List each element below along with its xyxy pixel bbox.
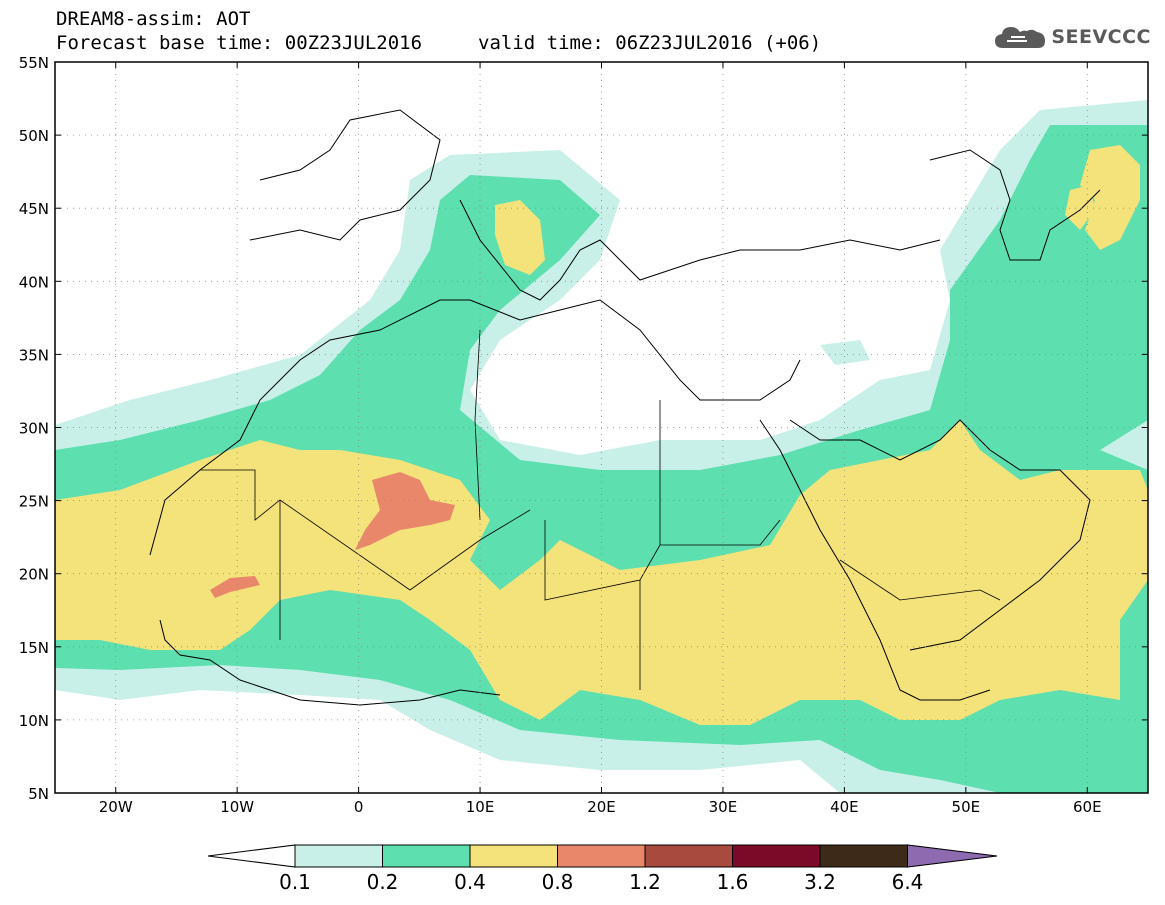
colorbar-swatch xyxy=(294,844,383,868)
colorbar-level-label: 3.2 xyxy=(804,870,836,894)
forecast-base-time: Forecast base time: 00Z23JUL2016 xyxy=(56,32,423,54)
colorbar-level-label: 0.8 xyxy=(542,870,574,894)
colorbar-swatch xyxy=(382,844,471,868)
seevccc-logo: SEEVCCC xyxy=(993,24,1151,50)
lon-label: 60E xyxy=(1073,798,1102,816)
country-borders xyxy=(200,329,1001,690)
aot-0.1-east-area xyxy=(820,340,870,365)
lat-label: 45N xyxy=(19,200,49,218)
lon-label: 30E xyxy=(709,798,738,816)
map-title: DREAM8-assim: AOT xyxy=(56,8,251,30)
lat-label: 50N xyxy=(19,127,49,145)
colorbar-level-label: 6.4 xyxy=(892,870,924,894)
lat-label: 40N xyxy=(19,273,49,291)
colorbar-upper-arrow xyxy=(907,844,998,868)
lat-label: 55N xyxy=(19,54,49,72)
lat-label: 25N xyxy=(19,493,49,511)
gridlines xyxy=(55,62,1148,793)
aot-0.8-area xyxy=(355,472,455,550)
lat-label: 15N xyxy=(19,639,49,657)
colorbar-swatch xyxy=(644,844,733,868)
lon-label: 0 xyxy=(354,798,364,816)
lat-label: 20N xyxy=(19,566,49,584)
colorbar-level-label: 0.4 xyxy=(454,870,486,894)
lon-label: 10E xyxy=(466,798,495,816)
colorbar-lower-arrow xyxy=(207,844,296,868)
color-bar-labels: 0.1 0.2 0.4 0.8 1.2 1.6 3.2 6.4 xyxy=(279,870,923,894)
lon-label: 40E xyxy=(830,798,859,816)
aot-0.4-caspian-area xyxy=(1080,145,1140,250)
lat-label: 35N xyxy=(19,346,49,364)
latitude-labels: 55N 50N 45N 40N 35N 30N 25N 20N 15N 10N 5N xyxy=(19,54,49,803)
color-bar xyxy=(207,844,998,868)
colorbar-swatch xyxy=(469,844,558,868)
colorbar-level-label: 1.2 xyxy=(629,870,661,894)
aot-0.8-small-area xyxy=(210,576,260,598)
lon-label: 10W xyxy=(220,798,254,816)
lat-label: 10N xyxy=(19,712,49,730)
colorbar-swatch xyxy=(557,844,646,868)
lon-label: 50E xyxy=(952,798,981,816)
aot-0.4-north-area xyxy=(495,200,545,275)
aot-field xyxy=(55,62,1148,793)
colorbar-level-label: 0.2 xyxy=(367,870,399,894)
lat-label: 30N xyxy=(19,420,49,438)
lon-label: 20E xyxy=(587,798,616,816)
cloud-icon xyxy=(995,27,1046,48)
longitude-labels: 20W 10W 0 10E 20E 30E 40E 50E 60E xyxy=(99,798,1102,816)
colorbar-swatch xyxy=(819,844,908,868)
logo-text: SEEVCCC xyxy=(1051,26,1151,48)
colorbar-level-label: 1.6 xyxy=(717,870,749,894)
lon-label: 20W xyxy=(99,798,133,816)
lat-label: 5N xyxy=(28,785,49,803)
colorbar-swatch xyxy=(732,844,821,868)
coastlines xyxy=(149,109,1101,706)
colorbar-level-label: 0.1 xyxy=(279,870,311,894)
axis-ticks xyxy=(55,61,1148,794)
valid-time: valid time: 06Z23JUL2016 (+06) xyxy=(478,32,822,54)
